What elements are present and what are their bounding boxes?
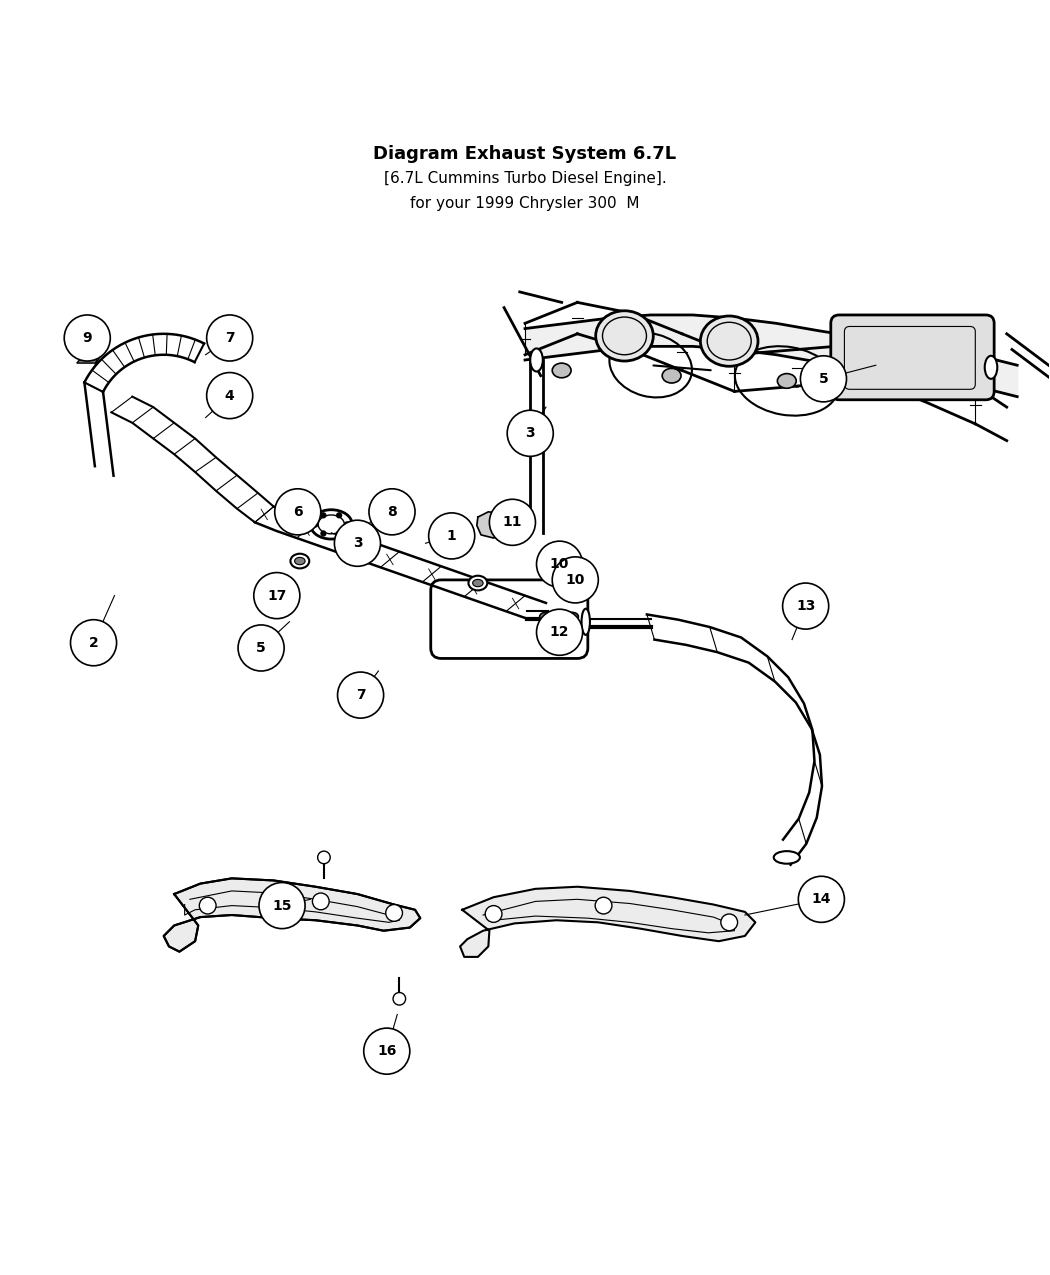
- Circle shape: [70, 620, 117, 666]
- Text: 16: 16: [377, 1044, 397, 1058]
- Text: 3: 3: [525, 426, 536, 440]
- Ellipse shape: [777, 374, 796, 389]
- Ellipse shape: [663, 368, 681, 382]
- Circle shape: [337, 672, 383, 718]
- Text: Diagram Exhaust System 6.7L: Diagram Exhaust System 6.7L: [374, 145, 676, 163]
- Ellipse shape: [595, 311, 653, 361]
- Text: 13: 13: [796, 599, 816, 613]
- Circle shape: [489, 500, 536, 546]
- Ellipse shape: [582, 608, 590, 635]
- Text: 10: 10: [566, 572, 585, 586]
- Circle shape: [320, 530, 327, 537]
- Circle shape: [537, 609, 583, 655]
- Ellipse shape: [540, 612, 552, 621]
- Polygon shape: [164, 878, 420, 951]
- Text: 1: 1: [447, 529, 457, 543]
- Circle shape: [428, 513, 475, 558]
- Polygon shape: [477, 511, 509, 538]
- Circle shape: [313, 521, 319, 528]
- Circle shape: [207, 372, 253, 418]
- Text: 8: 8: [387, 505, 397, 519]
- Ellipse shape: [468, 576, 487, 590]
- Circle shape: [537, 541, 583, 588]
- Circle shape: [334, 520, 380, 566]
- Text: 2: 2: [88, 636, 99, 650]
- Text: 4: 4: [225, 389, 234, 403]
- Circle shape: [363, 1028, 410, 1075]
- Text: 9: 9: [83, 332, 92, 346]
- Circle shape: [782, 583, 828, 629]
- Text: for your 1999 Chrysler 300  M: for your 1999 Chrysler 300 M: [411, 195, 639, 210]
- Circle shape: [507, 411, 553, 456]
- Text: 7: 7: [225, 332, 234, 346]
- Circle shape: [320, 513, 327, 519]
- Text: 5: 5: [256, 641, 266, 655]
- Text: 15: 15: [272, 899, 292, 913]
- Circle shape: [393, 992, 405, 1005]
- Ellipse shape: [700, 316, 758, 366]
- Circle shape: [207, 315, 253, 361]
- Circle shape: [385, 904, 402, 922]
- Text: 17: 17: [267, 589, 287, 603]
- Circle shape: [200, 898, 216, 914]
- Circle shape: [721, 914, 737, 931]
- Ellipse shape: [530, 348, 543, 371]
- Ellipse shape: [566, 612, 579, 621]
- FancyBboxPatch shape: [831, 315, 994, 400]
- Text: 6: 6: [293, 505, 302, 519]
- Circle shape: [64, 315, 110, 361]
- Circle shape: [485, 905, 502, 922]
- Circle shape: [254, 572, 300, 618]
- Circle shape: [238, 625, 285, 671]
- Text: 10: 10: [550, 557, 569, 571]
- Circle shape: [318, 852, 330, 863]
- Circle shape: [259, 882, 306, 928]
- Circle shape: [595, 898, 612, 914]
- Polygon shape: [460, 886, 755, 958]
- Ellipse shape: [774, 852, 800, 863]
- Ellipse shape: [552, 363, 571, 377]
- Circle shape: [313, 892, 329, 910]
- Circle shape: [336, 513, 342, 519]
- Circle shape: [336, 530, 342, 537]
- Text: 3: 3: [353, 537, 362, 551]
- Circle shape: [369, 488, 415, 536]
- Text: 12: 12: [550, 625, 569, 639]
- Ellipse shape: [985, 356, 998, 379]
- Text: 14: 14: [812, 892, 832, 907]
- Circle shape: [275, 488, 321, 536]
- Text: 11: 11: [503, 515, 522, 529]
- Text: 7: 7: [356, 688, 365, 703]
- Ellipse shape: [295, 557, 306, 565]
- Text: [6.7L Cummins Turbo Diesel Engine].: [6.7L Cummins Turbo Diesel Engine].: [383, 171, 667, 186]
- Ellipse shape: [472, 579, 483, 586]
- Circle shape: [800, 356, 846, 402]
- Ellipse shape: [291, 553, 310, 569]
- Polygon shape: [77, 347, 101, 363]
- Circle shape: [798, 876, 844, 922]
- Circle shape: [343, 521, 350, 528]
- Ellipse shape: [311, 510, 352, 539]
- Circle shape: [552, 557, 598, 603]
- Text: 5: 5: [819, 372, 828, 386]
